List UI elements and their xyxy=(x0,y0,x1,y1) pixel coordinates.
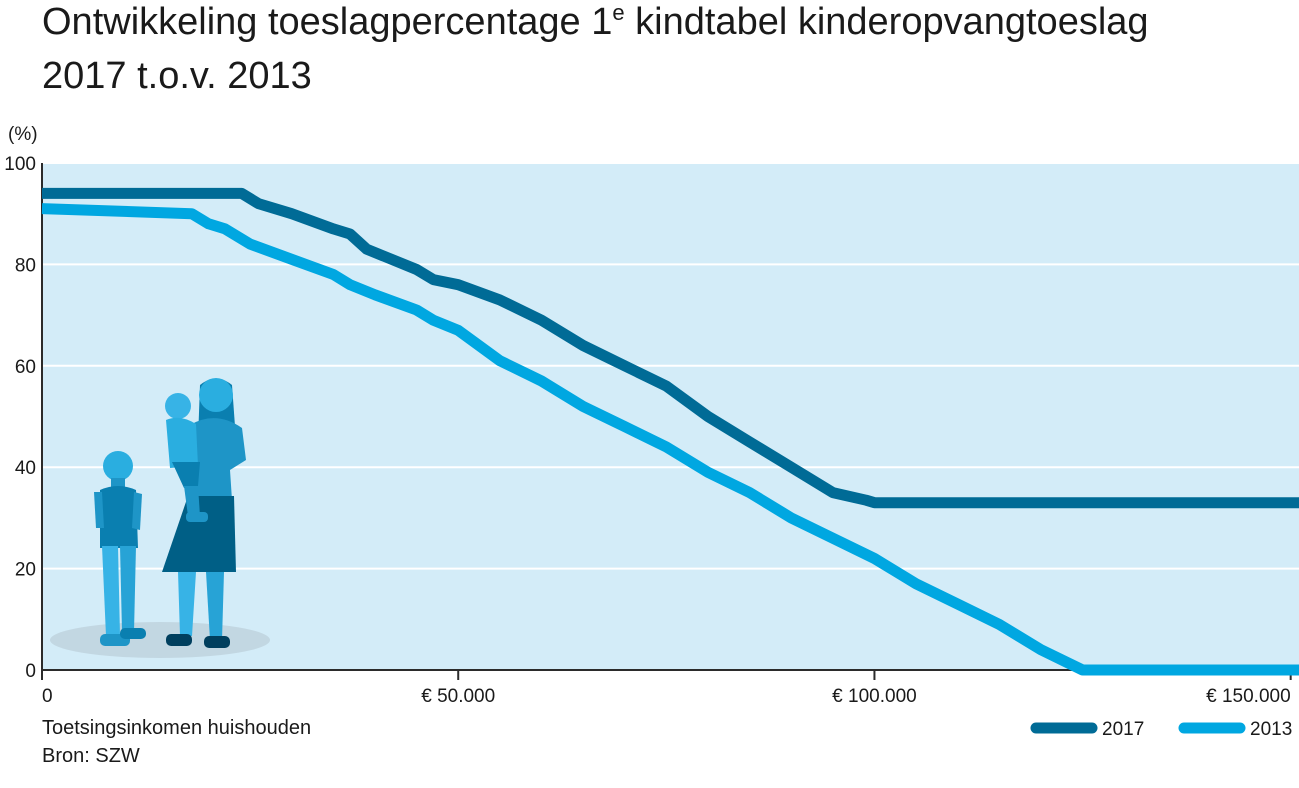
y-tick-labels: 0 20 40 60 80 100 xyxy=(4,154,36,682)
x-tick-label: € 150.000 xyxy=(1206,686,1291,707)
x-tick-label: € 50.000 xyxy=(421,686,495,707)
family-illustration xyxy=(50,378,270,658)
series-lines xyxy=(41,187,1299,676)
woman-figure xyxy=(162,378,246,648)
y-tick-label: 0 xyxy=(25,661,36,682)
chart-title-line1: Ontwikkeling toeslagpercentage 1e kindta… xyxy=(42,0,1149,43)
legend: 2017 2013 xyxy=(1030,719,1292,740)
source-note: Bron: SZW xyxy=(42,745,140,767)
y-axis-label: (%) xyxy=(8,124,38,145)
x-tick-label: € 100.000 xyxy=(832,686,917,707)
y-tick-label: 40 xyxy=(15,458,36,479)
chart-title-line2: 2017 t.o.v. 2013 xyxy=(42,55,312,97)
series-line-2017 xyxy=(42,187,1299,509)
y-tick-label: 60 xyxy=(15,357,36,378)
x-tick-label: 0 xyxy=(42,686,53,707)
boy-figure xyxy=(94,451,146,646)
figure-shadow xyxy=(50,622,270,658)
gridlines xyxy=(41,162,1299,670)
y-tick-label: 80 xyxy=(15,255,36,276)
x-ticks: 0 € 50.000 € 100.000 € 150.000 xyxy=(41,669,1299,707)
child-figure xyxy=(165,393,208,522)
y-tick-label: 100 xyxy=(4,154,36,175)
legend-label: 2017 xyxy=(1102,719,1144,740)
legend-label: 2013 xyxy=(1250,719,1292,740)
series-line-2013 xyxy=(41,203,1299,676)
y-tick-label: 20 xyxy=(15,560,36,581)
x-axis-label: Toetsingsinkomen huishouden xyxy=(42,717,311,739)
